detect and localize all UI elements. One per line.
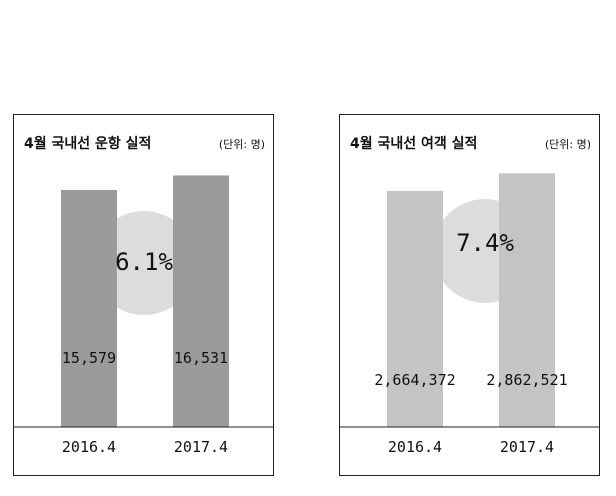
chart-title: 4월 국내선 여객 실적 [350, 136, 478, 152]
bar-2016.4 [387, 190, 443, 427]
growth-rate-label: 7.4% [456, 229, 514, 257]
flights-chart: 6.1% 15,579 16,531 2016.4 2017.4 [14, 175, 273, 456]
passengers-chart-panel: 4월 국내선 여객 실적 (단위: 명) 7.4% 2,664,372 2,862,… [339, 114, 600, 476]
x-tick-label: 2017.4 [174, 438, 228, 456]
growth-rate-label: 6.1% [115, 248, 173, 276]
chart-unit-label: (단위: 명) [218, 138, 265, 151]
chart-unit-label: (단위: 명) [544, 138, 591, 151]
growth-circle [92, 211, 196, 315]
value-label: 2,862,521 [486, 371, 567, 389]
value-label: 2,664,372 [374, 371, 455, 389]
x-tick-label: 2016.4 [62, 438, 116, 456]
chart-title: 4월 국내선 운항 실적 [24, 136, 152, 152]
bar-2017.4 [173, 175, 229, 427]
flights-chart-panel: 4월 국내선 운항 실적 (단위: 명) 6.1% 15,579 16,531 201… [13, 114, 274, 476]
passengers-chart: 7.4% 2,664,372 2,862,521 2016.4 2017.4 [340, 173, 599, 456]
x-tick-label: 2016.4 [388, 438, 442, 456]
bar-2016.4 [61, 189, 117, 427]
value-label: 15,579 [62, 349, 116, 367]
x-tick-label: 2017.4 [500, 438, 554, 456]
bar-2017.4 [499, 173, 555, 427]
value-label: 16,531 [174, 349, 228, 367]
